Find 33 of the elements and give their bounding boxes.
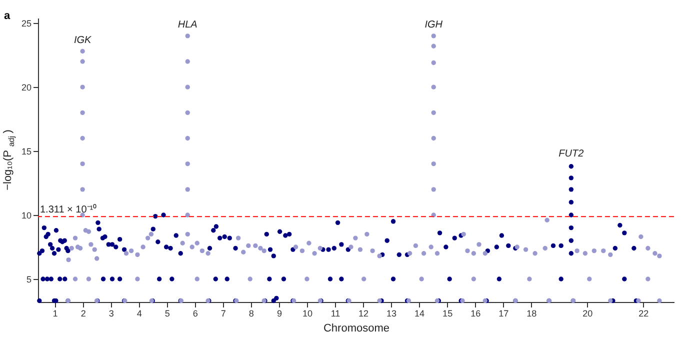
x-tick-label: 20 (582, 308, 593, 318)
annotation: HLA (178, 20, 198, 31)
x-tick-label: 14 (414, 308, 425, 318)
y-axis-title: −log₁₀(Padj) (2, 130, 16, 190)
ref-line-label: 1.311 × 10⁻¹⁰ (40, 204, 98, 216)
x-tick-label: 16 (470, 308, 481, 318)
x-axis-title: Chromosome (323, 322, 390, 334)
x-tick-label: 8 (248, 308, 254, 318)
x-tick-label: 5 (164, 308, 170, 318)
x-tick-label: 7 (220, 308, 226, 318)
x-tick-label: 4 (136, 308, 142, 318)
x-tick-label: 15 (442, 308, 453, 318)
x-tick-label: 17 (498, 308, 509, 318)
x-tick-label: 18 (526, 308, 537, 318)
text: a (4, 10, 11, 22)
y-tick-label: 20 (21, 82, 32, 93)
x-tick-label: 12 (358, 308, 369, 318)
x-tick-label: 11 (330, 308, 340, 318)
x-tick-label: 6 (192, 308, 198, 318)
x-tick-label: 13 (386, 308, 397, 318)
x-tick-label: 9 (276, 308, 282, 318)
x-tick-label: 1 (52, 308, 58, 318)
annotation: FUT2 (558, 148, 584, 160)
y-tick-label: 10 (21, 210, 32, 221)
y-tick-label: 5 (26, 274, 32, 284)
x-tick-label: 10 (302, 308, 312, 318)
y-tick-label: 15 (21, 146, 32, 157)
x-tick-label: 22 (638, 308, 649, 318)
annotation: IGH (424, 20, 444, 31)
y-tick-label: 25 (21, 18, 32, 29)
annotation: IGK (74, 34, 92, 46)
x-tick-label: 2 (80, 308, 86, 318)
x-tick-label: 3 (108, 308, 114, 318)
